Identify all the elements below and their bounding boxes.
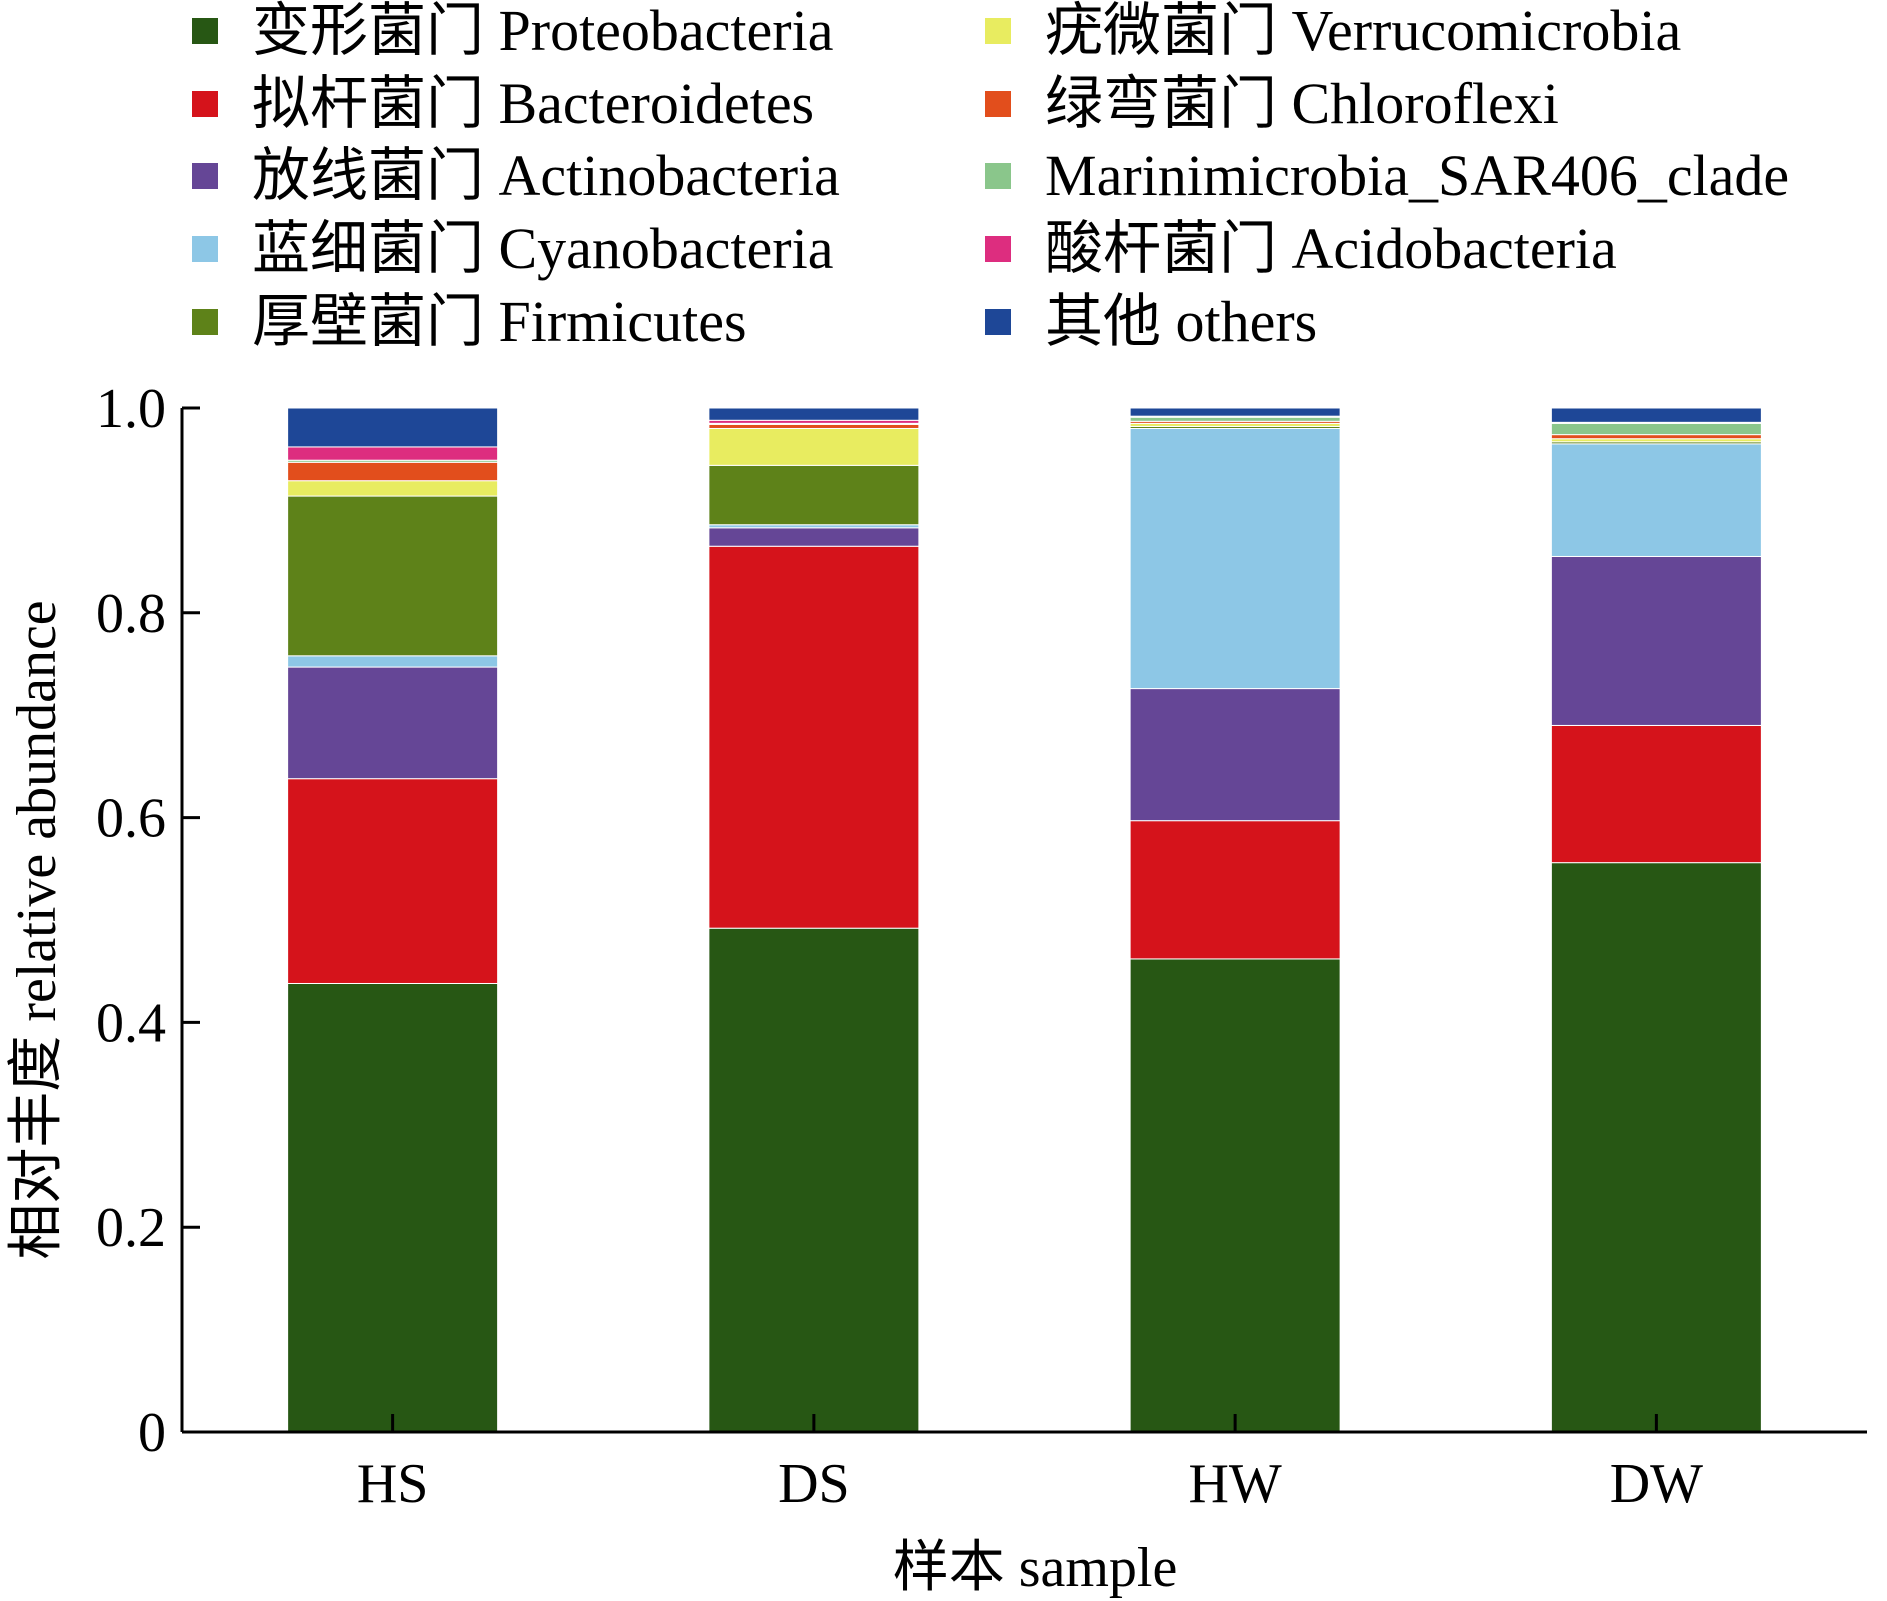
bar-segment-hw-9 <box>1129 407 1341 417</box>
bar-segment-dw-7 <box>1550 422 1762 436</box>
x-ticks: HS DS HW DW <box>357 1414 1703 1515</box>
legend-label: 疣微菌门 Verrucomicrobia <box>1045 0 1681 63</box>
bar-segment-ds-0 <box>708 927 920 1433</box>
bar-segment-hw-7 <box>1129 416 1341 422</box>
bar-segment-hs-1 <box>287 778 499 984</box>
bar-segment-ds-9 <box>708 407 920 421</box>
x-tick-label: HW <box>1188 1453 1281 1515</box>
legend-swatch <box>192 91 218 117</box>
bar-segment-dw-3 <box>1550 443 1762 557</box>
bar-segment-hs-4 <box>287 495 499 657</box>
bar-segment-hs-2 <box>287 666 499 780</box>
bar-segment-hw-0 <box>1129 958 1341 1433</box>
legend-label: 其他 others <box>1045 289 1317 354</box>
bar-segment-hw-2 <box>1129 688 1341 822</box>
y-tick-label: 0.2 <box>96 1197 166 1259</box>
legend-swatch <box>192 163 218 189</box>
x-tick-label: DW <box>1610 1453 1703 1515</box>
bar-segment-ds-2 <box>708 527 920 547</box>
legend: 变形菌门 Proteobacteria 拟杆菌门 Bacteroidetes 放线菌… <box>192 0 1789 354</box>
legend-swatch <box>192 18 218 44</box>
bar-segment-hs-5 <box>287 480 499 497</box>
bar-segment-hw-3 <box>1129 427 1341 690</box>
bar-segment-hs-3 <box>287 655 499 668</box>
bar-segment-ds-6 <box>708 423 920 429</box>
bar-segment-dw-1 <box>1550 724 1762 864</box>
y-axis-label: 相对丰度 relative abundance <box>6 600 68 1259</box>
bar-segment-dw-9 <box>1550 407 1762 423</box>
legend-label: 拟杆菌门 Bacteroidetes <box>252 71 814 136</box>
x-axis-label: 样本 sample <box>893 1537 1178 1599</box>
bar-segment-hw-1 <box>1129 820 1341 960</box>
y-tick-label: 1.0 <box>96 378 166 440</box>
x-tick-label: DS <box>778 1453 850 1515</box>
y-tick-label: 0.4 <box>96 992 166 1054</box>
bar-segment-hs-8 <box>287 446 499 461</box>
x-tick-label: HS <box>357 1453 429 1515</box>
bar-segment-dw-2 <box>1550 555 1762 726</box>
legend-swatch <box>192 236 218 262</box>
y-ticks: 0 0.2 0.4 0.6 0.8 1.0 <box>96 378 200 1464</box>
y-tick-label: 0.8 <box>96 583 166 645</box>
legend-label: 放线菌门 Actinobacteria <box>252 143 840 208</box>
legend-swatch <box>985 91 1011 117</box>
bar-segment-dw-0 <box>1550 862 1762 1433</box>
legend-swatch <box>985 309 1011 335</box>
legend-swatch <box>985 163 1011 189</box>
legend-swatch <box>985 18 1011 44</box>
bar-segment-hs-0 <box>287 982 499 1433</box>
bar-segment-ds-5 <box>708 427 920 466</box>
bar-segment-dw-6 <box>1550 434 1762 440</box>
legend-label: 变形菌门 Proteobacteria <box>252 0 833 63</box>
y-tick-label: 0 <box>138 1402 166 1464</box>
bars <box>287 407 1762 1433</box>
bar-segment-hs-9 <box>287 407 499 448</box>
legend-label: Marinimicrobia_SAR406_clade <box>1045 143 1789 208</box>
legend-label: 蓝细菌门 Cyanobacteria <box>252 216 833 281</box>
legend-label: 厚壁菌门 Firmicutes <box>252 289 747 354</box>
bar-segment-hs-6 <box>287 461 499 482</box>
bar-segment-ds-4 <box>708 464 920 526</box>
legend-swatch <box>192 309 218 335</box>
legend-swatch <box>985 236 1011 262</box>
legend-label: 绿弯菌门 Chloroflexi <box>1045 71 1559 136</box>
axes: 0 0.2 0.4 0.6 0.8 1.0 HS DS HW DW <box>96 378 1867 1515</box>
bar-segment-ds-1 <box>708 545 920 929</box>
y-tick-label: 0.6 <box>96 788 166 850</box>
legend-label: 酸杆菌门 Acidobacteria <box>1045 216 1617 281</box>
